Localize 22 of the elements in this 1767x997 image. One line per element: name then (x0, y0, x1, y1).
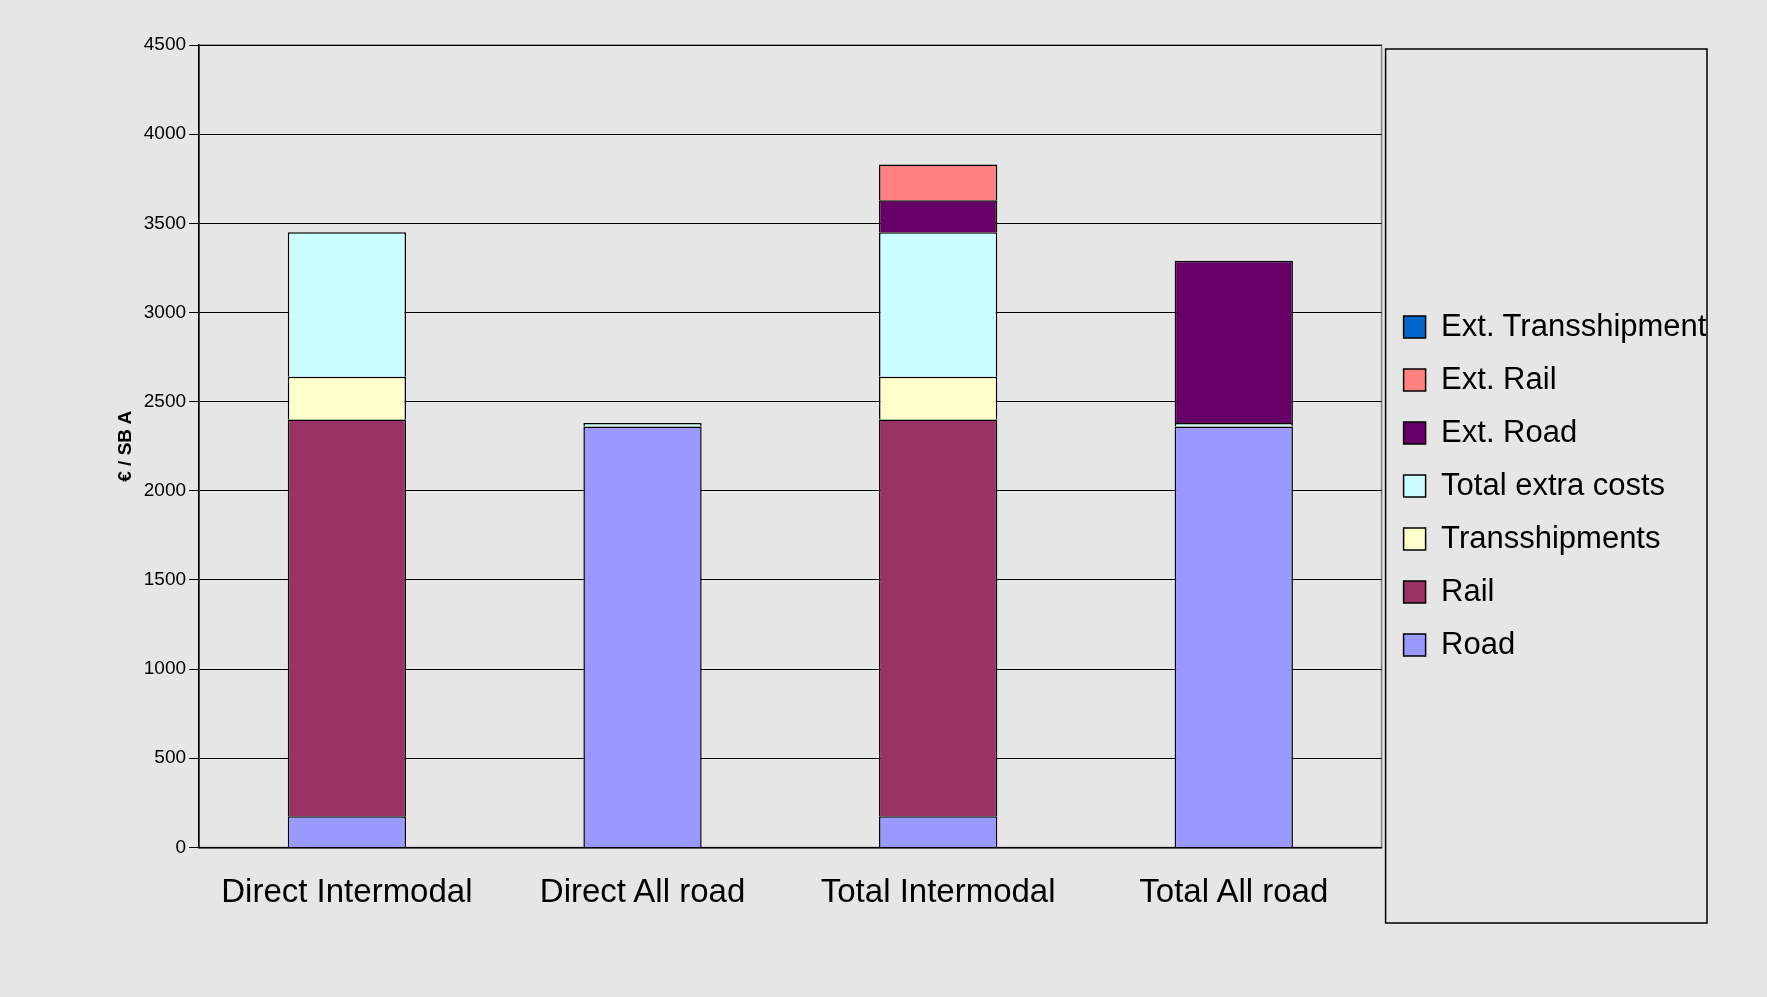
y-tick-label: 500 (154, 746, 187, 768)
legend-label: Ext. Transshipment (1441, 307, 1707, 343)
x-tick-label: Direct All road (539, 872, 746, 910)
y-axis-title: € / SB A (113, 410, 135, 482)
legend-label: Ext. Road (1441, 413, 1578, 449)
y-tick-label: 2500 (143, 389, 187, 411)
y-tick-label: 2000 (143, 479, 187, 501)
y-tick-label: 1500 (143, 568, 187, 590)
y-tick-label: 4500 (143, 33, 187, 55)
legend-label: Rail (1441, 572, 1495, 608)
y-tick-label: 3500 (143, 211, 187, 233)
y-tick-label: 4000 (143, 122, 187, 144)
legend-label: Total extra costs (1441, 466, 1666, 502)
x-tick-label: Total All road (1139, 872, 1329, 910)
legend-label: Road (1441, 625, 1516, 661)
y-tick-label: 1000 (143, 657, 187, 679)
y-tick-label: 3000 (143, 300, 187, 322)
legend-label: Transshipments (1441, 519, 1661, 555)
legend-label: Ext. Rail (1441, 360, 1557, 396)
y-tick-label: 0 (175, 835, 187, 857)
x-tick-label: Total Intermodal (820, 872, 1056, 910)
x-tick-label: Direct Intermodal (221, 872, 473, 910)
